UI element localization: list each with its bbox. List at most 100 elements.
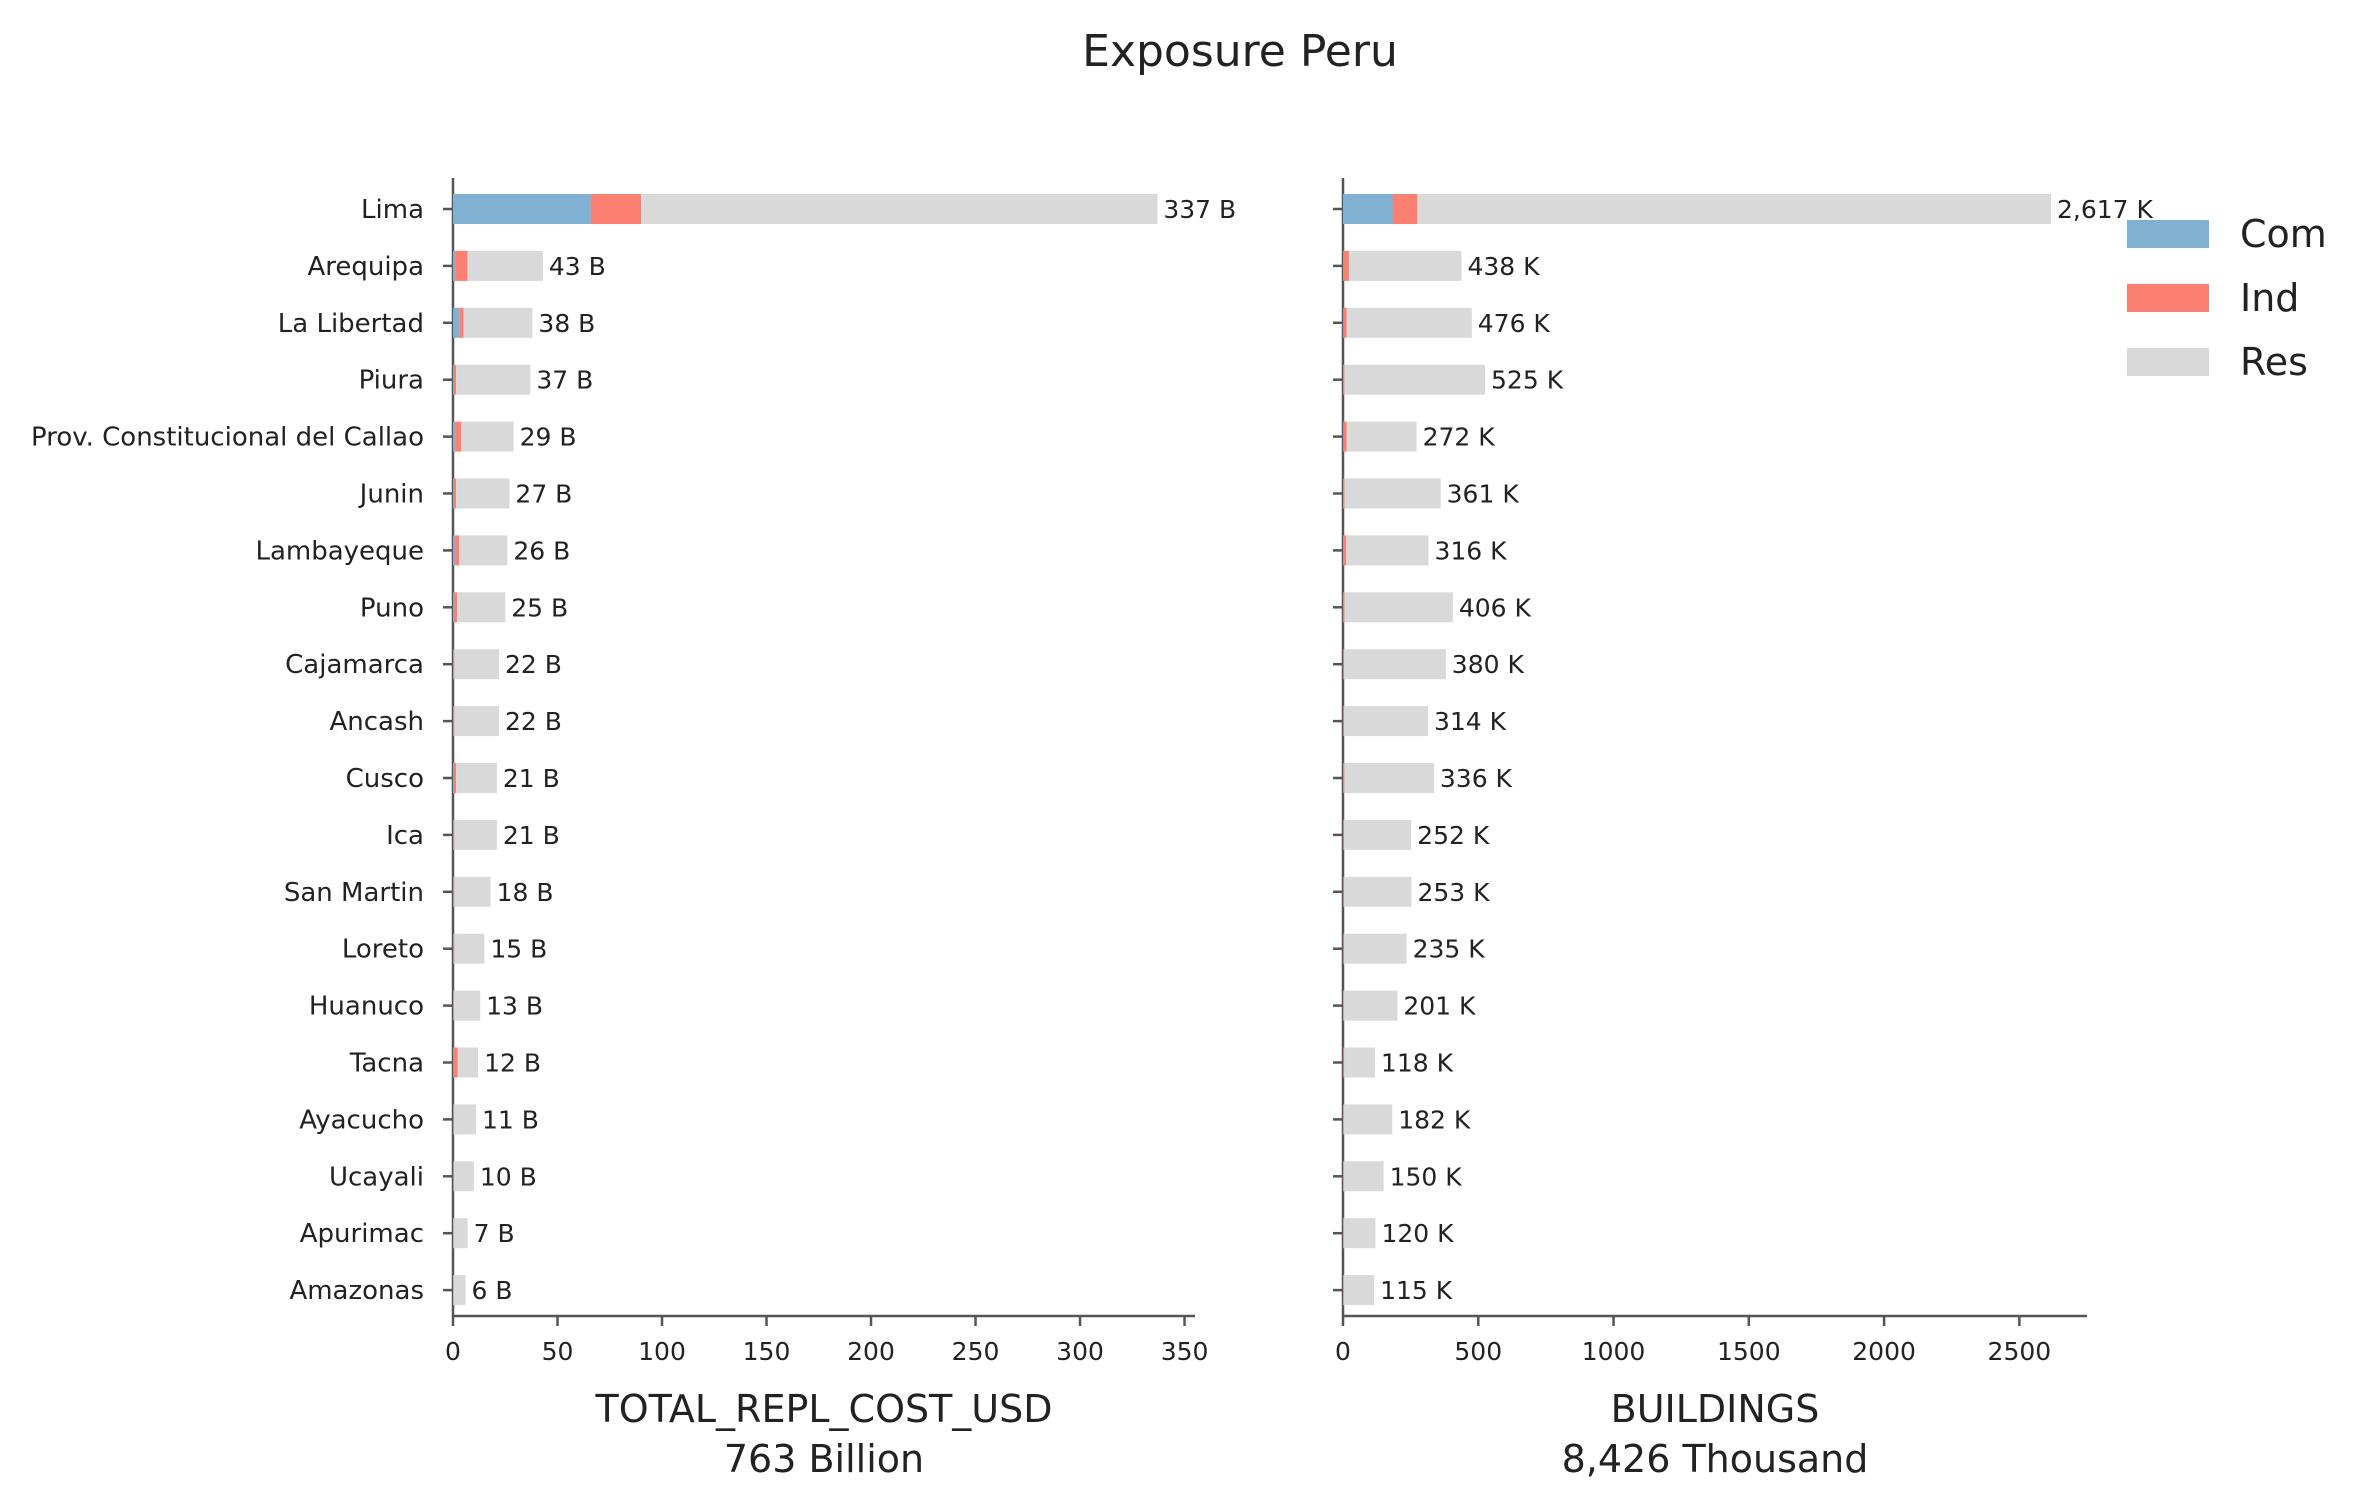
data-label-san-martin: 253 K xyxy=(1417,878,1490,907)
data-label-junin: 361 K xyxy=(1447,480,1520,509)
bar-com-piura xyxy=(1343,364,1344,395)
bar-ind-loreto xyxy=(1343,933,1344,964)
category-label-ucayali: Ucayali xyxy=(329,1162,424,1192)
bar-com-ica xyxy=(453,819,454,850)
data-label-prov-constitucional-del-callao: 272 K xyxy=(1423,423,1496,452)
bar-res-cusco xyxy=(1344,763,1434,793)
data-label-amazonas: 115 K xyxy=(1380,1276,1453,1305)
data-label-ancash: 314 K xyxy=(1434,707,1507,736)
category-label-prov-constitucional-del-callao: Prov. Constitucional del Callao xyxy=(31,423,424,453)
bar-ind-la-libertad xyxy=(459,307,464,338)
x-tick-label: 150 xyxy=(743,1337,791,1366)
data-label-huanuco: 201 K xyxy=(1403,992,1476,1021)
legend-swatch-com xyxy=(2127,220,2209,248)
x-tick-label: 1000 xyxy=(1582,1337,1646,1366)
category-label-lambayeque: Lambayeque xyxy=(255,536,424,566)
data-label-ica: 21 B xyxy=(503,821,560,850)
category-label-amazonas: Amazonas xyxy=(289,1276,424,1306)
bar-com-prov-constitucional-del-callao xyxy=(1343,421,1344,452)
bar-com-arequipa xyxy=(453,250,456,281)
bar-com-arequipa xyxy=(1343,250,1344,281)
bar-ind-puno xyxy=(454,592,458,623)
data-label-lambayeque: 26 B xyxy=(513,536,570,565)
bar-ind-arequipa xyxy=(455,250,468,281)
data-label-amazonas: 6 B xyxy=(472,1276,513,1305)
category-label-apurimac: Apurimac xyxy=(300,1219,424,1249)
data-label-loreto: 235 K xyxy=(1413,935,1486,964)
data-label-puno: 25 B xyxy=(511,593,568,622)
data-label-apurimac: 120 K xyxy=(1381,1219,1454,1248)
x-tick-label: 100 xyxy=(638,1337,686,1366)
data-label-ayacucho: 11 B xyxy=(482,1105,539,1134)
data-label-ayacucho: 182 K xyxy=(1398,1105,1471,1134)
bar-res-cajamarca xyxy=(1343,649,1446,680)
bar-com-lima xyxy=(1343,194,1394,224)
x-axis-label: TOTAL_REPL_COST_USD xyxy=(594,1387,1052,1431)
panel-buildings: 0 500 1000 1500 2000 2500 2,617 K 438 K 476 K 525… xyxy=(1333,178,2154,1481)
bar-ind-tacna xyxy=(453,1047,458,1078)
bar-res-la-libertad xyxy=(1346,307,1472,338)
bar-com-san-martin xyxy=(453,876,454,907)
data-label-cajamarca: 22 B xyxy=(505,650,562,679)
bar-res-huanuco xyxy=(453,990,481,1021)
bar-ind-loreto xyxy=(453,933,455,964)
bar-ind-arequipa xyxy=(1343,250,1349,281)
data-label-ancash: 22 B xyxy=(505,707,562,736)
category-label-la-libertad: La Libertad xyxy=(278,309,424,339)
bar-com-puno xyxy=(453,592,455,623)
category-label-ancash: Ancash xyxy=(329,707,424,737)
data-label-ucayali: 150 K xyxy=(1390,1162,1463,1191)
data-label-junin: 27 B xyxy=(515,480,572,509)
bar-com-prov-constitucional-del-callao xyxy=(453,421,456,452)
data-label-piura: 37 B xyxy=(536,366,593,395)
bar-ind-lambayeque xyxy=(1343,535,1347,566)
bar-ind-san-martin xyxy=(1343,876,1344,907)
bar-ind-cusco xyxy=(1343,763,1345,793)
bar-res-prov-constitucional-del-callao xyxy=(461,421,514,452)
bar-ind-prov-constitucional-del-callao xyxy=(455,421,462,452)
data-label-huanuco: 13 B xyxy=(486,992,543,1021)
bar-com-loreto xyxy=(453,933,454,964)
bar-ind-tacna xyxy=(1343,1047,1345,1078)
data-label-apurimac: 7 B xyxy=(474,1219,515,1248)
bar-res-huanuco xyxy=(1343,990,1398,1021)
bar-com-cusco xyxy=(1343,763,1344,793)
bar-ind-prov-constitucional-del-callao xyxy=(1343,421,1347,452)
bar-res-ancash xyxy=(1343,706,1428,737)
category-label-arequipa: Arequipa xyxy=(307,252,424,282)
bar-res-prov-constitucional-del-callao xyxy=(1346,421,1417,452)
category-labels: Lima Arequipa La Libertad Piura Prov. Consti… xyxy=(31,195,424,1306)
x-tick-label: 0 xyxy=(1335,1337,1351,1366)
data-label-tacna: 118 K xyxy=(1381,1049,1454,1078)
legend: Com Ind Res xyxy=(2127,212,2327,384)
bar-res-arequipa xyxy=(1348,250,1462,281)
x-tick-label: 2000 xyxy=(1852,1337,1916,1366)
data-label-ica: 252 K xyxy=(1417,821,1490,850)
bar-com-cajamarca xyxy=(453,649,454,680)
bar-res-ancash xyxy=(454,706,499,737)
bar-ind-puno xyxy=(1343,592,1345,623)
bar-res-lima xyxy=(641,194,1158,224)
data-label-ucayali: 10 B xyxy=(480,1162,537,1191)
data-label-lima: 2,617 K xyxy=(2057,195,2154,224)
x-axis-sublabel: 8,426 Thousand xyxy=(1562,1437,1869,1481)
bar-ind-la-libertad xyxy=(1343,307,1347,338)
category-label-san-martin: San Martin xyxy=(284,878,424,908)
bar-com-ancash xyxy=(453,706,454,737)
bar-com-tacna xyxy=(453,1047,454,1078)
data-label-puno: 406 K xyxy=(1459,593,1532,622)
bar-ind-cusco xyxy=(454,763,457,793)
data-label-cusco: 21 B xyxy=(503,764,560,793)
bar-ind-cajamarca xyxy=(1343,649,1344,680)
bar-com-la-libertad xyxy=(453,307,460,338)
bar-ind-lambayeque xyxy=(455,535,460,566)
x-tick-label: 250 xyxy=(952,1337,1000,1366)
bar-ind-ica xyxy=(1343,819,1344,850)
x-tick-label: 2500 xyxy=(1988,1337,2052,1366)
bar-com-junin xyxy=(453,478,455,509)
bar-res-ayacucho xyxy=(1343,1104,1393,1135)
chart-title: Exposure Peru xyxy=(1082,26,1398,77)
bar-com-cusco xyxy=(453,763,455,793)
bar-res-san-martin xyxy=(454,876,491,907)
bar-res-ica xyxy=(454,819,497,850)
